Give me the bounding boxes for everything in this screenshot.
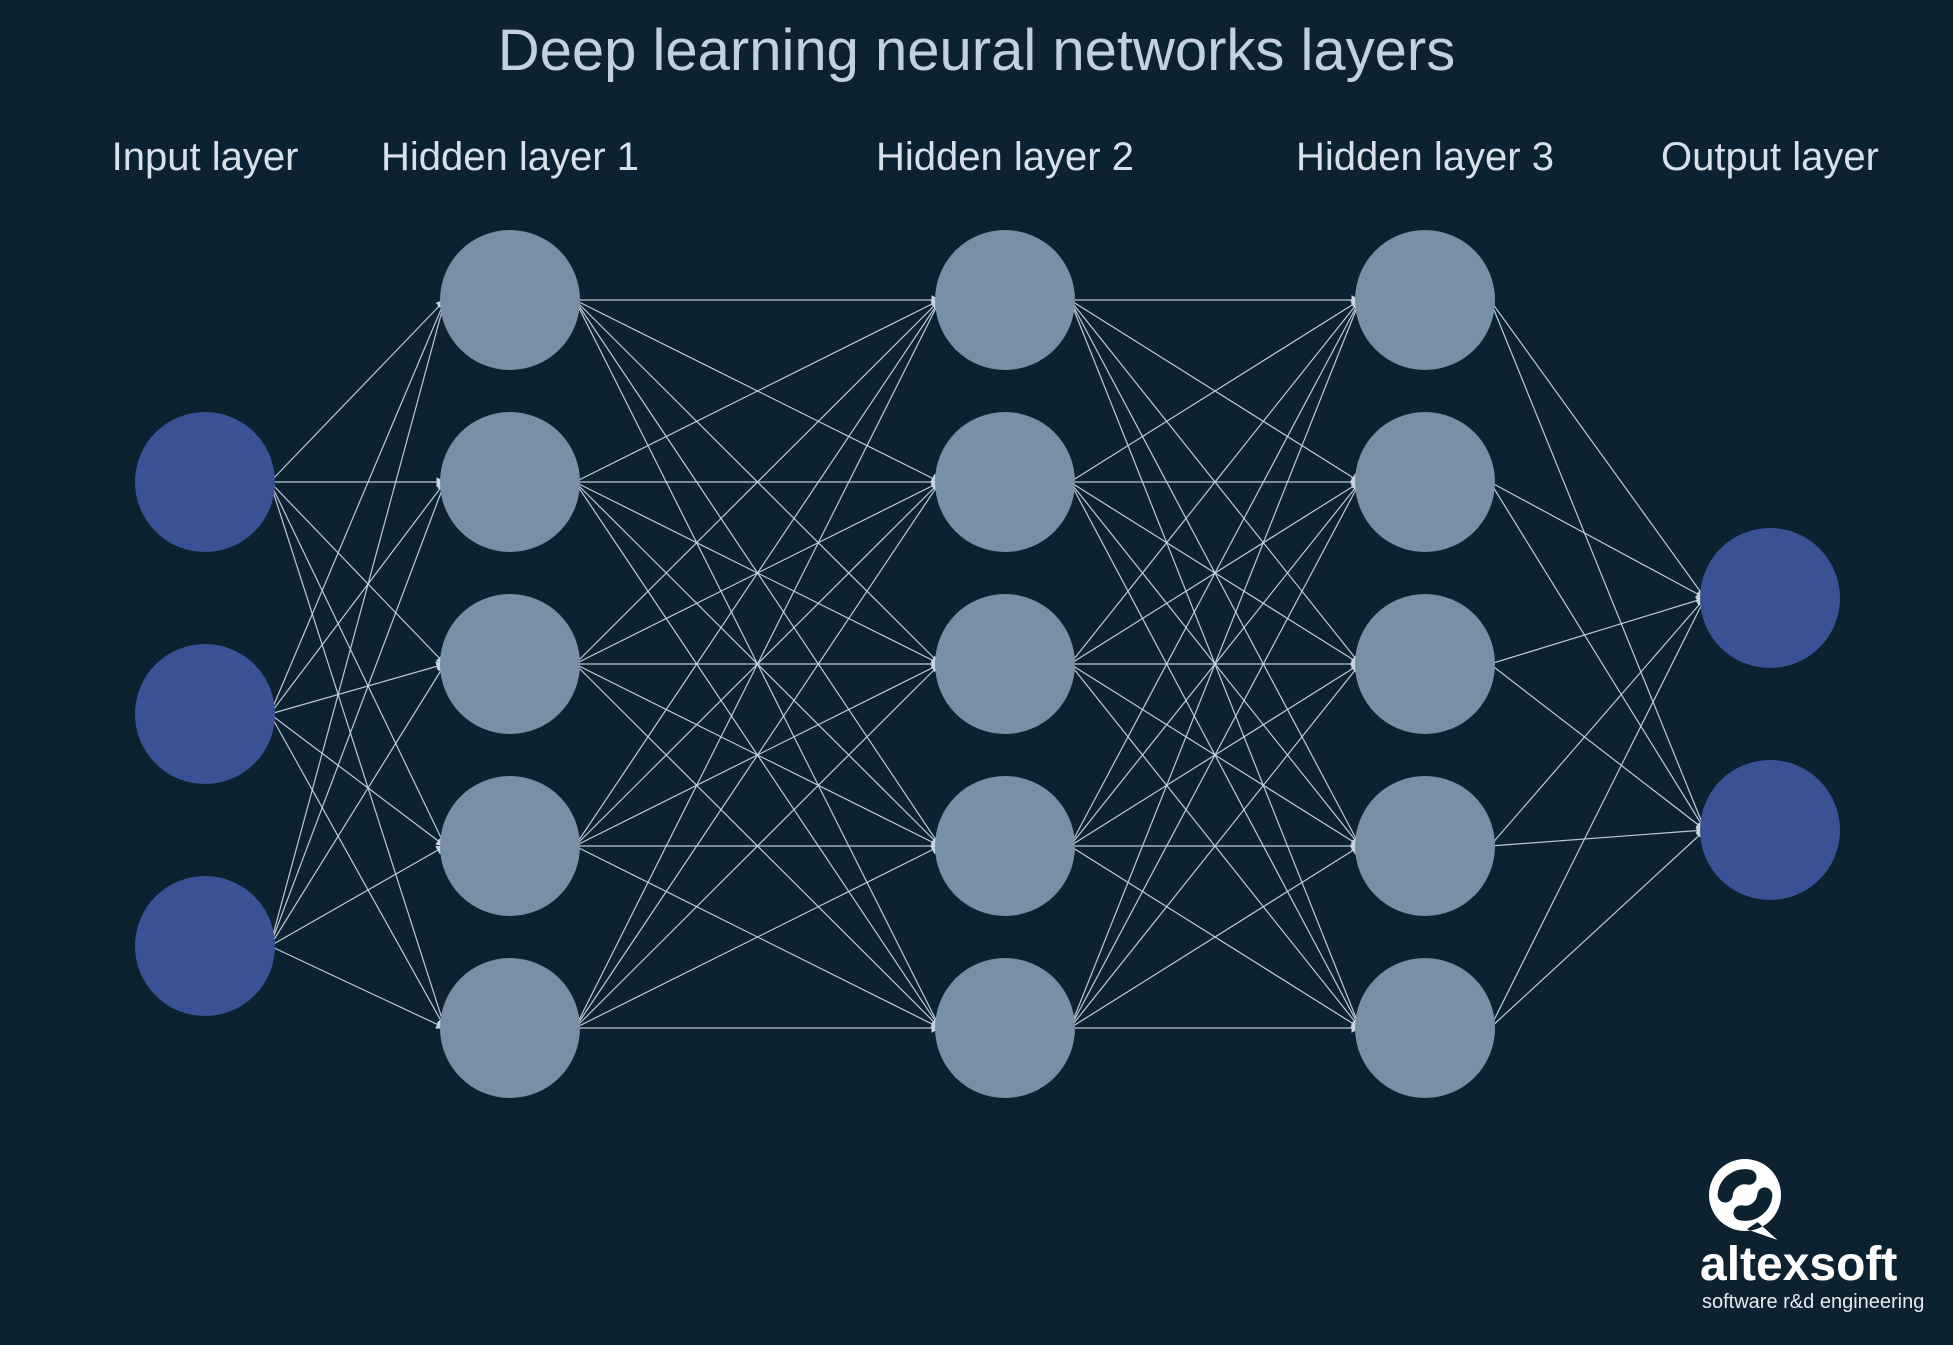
hidden2-node — [935, 594, 1075, 734]
input-label: Input layer — [112, 135, 299, 179]
hidden1-node — [440, 412, 580, 552]
hidden3-node — [1355, 958, 1495, 1098]
output-node — [1700, 760, 1840, 900]
diagram-title: Deep learning neural networks layers — [498, 18, 1456, 83]
hidden1-node — [440, 776, 580, 916]
hidden3-node — [1355, 412, 1495, 552]
logo-tagline-text: software r&d engineering — [1702, 1291, 1924, 1313]
neural-network-diagram: Input layer Hidden layer 1 Hidden layer 2 H… — [0, 0, 1953, 1345]
hidden3-node — [1355, 230, 1495, 370]
hidden2-node — [935, 412, 1075, 552]
hidden2-label: Hidden layer 2 — [876, 135, 1134, 179]
input-node — [135, 876, 275, 1016]
hidden1-label: Hidden layer 1 — [381, 135, 639, 179]
hidden2-node — [935, 958, 1075, 1098]
input-node — [135, 412, 275, 552]
hidden3-node — [1355, 776, 1495, 916]
hidden2-node — [935, 230, 1075, 370]
output-node — [1700, 528, 1840, 668]
input-node — [135, 644, 275, 784]
hidden2-node — [935, 776, 1075, 916]
hidden1-node — [440, 594, 580, 734]
logo-brand-text: altexsoft — [1700, 1238, 1897, 1291]
hidden3-label: Hidden layer 3 — [1296, 135, 1554, 179]
hidden3-node — [1355, 594, 1495, 734]
hidden1-node — [440, 230, 580, 370]
hidden1-node — [440, 958, 580, 1098]
output-label: Output layer — [1661, 135, 1879, 179]
